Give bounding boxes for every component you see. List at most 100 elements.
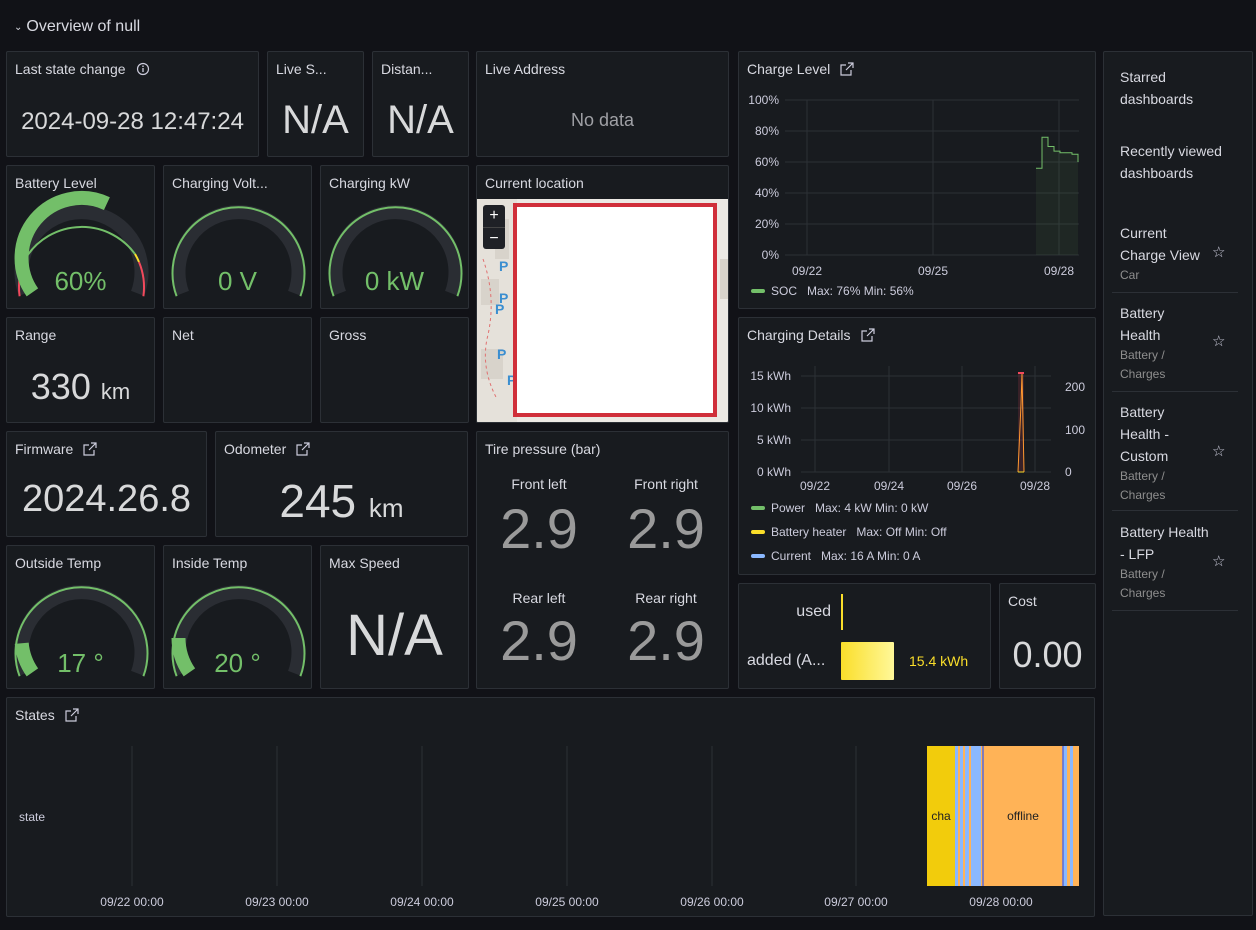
state-segment-offline — [963, 746, 965, 886]
state-segment-online — [1070, 746, 1073, 886]
svg-text:P: P — [499, 258, 508, 274]
x-tick-label: 09/22 — [792, 264, 822, 278]
panel-title: Charging Volt... — [172, 175, 268, 191]
dashboard-link-battery-health-custom[interactable]: Battery Health - Custom Battery / Charge… — [1120, 404, 1170, 502]
y-tick-label: 10 kWh — [750, 401, 791, 415]
state-segment-online — [1063, 746, 1067, 886]
cost-panel: Cost 0.00 — [999, 583, 1096, 689]
svg-text:P: P — [507, 372, 516, 388]
state-segment-offline — [1067, 746, 1070, 886]
panel-title: Outside Temp — [15, 555, 102, 571]
row-header[interactable]: ⌄ Overview of null — [14, 18, 140, 36]
legend-item-battery-heater[interactable]: Battery heater Max: Off Min: Off — [751, 525, 947, 539]
legend-item-power[interactable]: Power Max: 4 kW Min: 0 kW — [751, 501, 928, 515]
last-state-change-panel: Last state change 2024-09-28 12:47:24 — [6, 51, 259, 157]
external-link-icon[interactable] — [840, 62, 854, 76]
states-timeline[interactable]: 09/22 00:00 09/23 00:00 09/24 00:00 09/25 0… — [7, 738, 1095, 917]
rear-left-value: 2.9 — [500, 609, 578, 672]
power-line — [1017, 372, 1025, 473]
added-bar — [841, 642, 894, 680]
zoom-in-button[interactable]: + — [489, 207, 499, 224]
panel-title: Live Address — [485, 61, 566, 77]
charge-level-chart[interactable]: 100% 80% 60% 40% 20% 0% 09/22 09/25 09/28 — [739, 88, 1096, 288]
x-tick-label: 09/24 — [874, 479, 904, 493]
external-link-icon[interactable] — [83, 442, 97, 456]
dashboard-link-battery-health[interactable]: Battery Health Battery / Charges — [1120, 305, 1166, 381]
rear-right-value: 2.9 — [627, 609, 705, 672]
inside-temp-panel: Inside Temp 20 ° — [163, 545, 312, 689]
external-link-icon[interactable] — [860, 328, 875, 342]
charging-details-chart[interactable]: 15 kWh 10 kWh 5 kWh 0 kWh 200 100 0 09/22 09/24 0… — [739, 354, 1096, 494]
used-bar — [841, 594, 843, 630]
battery-level-value: 60% — [54, 266, 107, 296]
odometer-unit: km — [368, 493, 404, 523]
panel-title: Max Speed — [329, 555, 400, 571]
last-state-change-value: 2024-09-28 12:47:24 — [21, 108, 244, 135]
range-panel: Range 330 km — [6, 317, 155, 423]
x-tick-label: 09/24 00:00 — [390, 895, 454, 909]
current-location-panel: Current location P P P P P + − — [476, 165, 729, 423]
divider — [1112, 610, 1238, 611]
legend-swatch — [751, 530, 765, 534]
info-icon[interactable] — [136, 62, 150, 76]
panel-title: Cost — [1008, 593, 1037, 609]
legend-name: Power — [771, 501, 806, 515]
map[interactable]: P P P P P + − — [477, 199, 728, 422]
panel-title: Last state change — [15, 61, 126, 77]
external-link-icon[interactable] — [65, 708, 79, 722]
x-tick-label: 09/26 00:00 — [680, 895, 744, 909]
state-segment-charging — [927, 746, 955, 886]
tire-pressure-panel: Tire pressure (bar) Front left 2.9 Front… — [476, 431, 729, 689]
state-row-label: state — [19, 810, 46, 824]
starred-dashboards-heading: Starred dashboards — [1120, 69, 1194, 107]
dashboard-link-battery-health-lfp[interactable]: Battery Health - LFP Battery / Charges — [1120, 524, 1209, 600]
battery-gauge — [14, 190, 149, 297]
state-label-offline: offline — [1007, 809, 1039, 823]
used-label: used — [796, 603, 831, 620]
legend-name: Current — [771, 549, 812, 563]
star-icon[interactable]: ☆ — [1212, 333, 1226, 350]
legend-stats: Max: 76% Min: 56% — [807, 284, 914, 298]
legend-item-soc[interactable]: SOC Max: 76% Min: 56% — [751, 284, 914, 298]
kw-gauge — [328, 205, 463, 297]
y-tick-label: 20% — [755, 217, 779, 231]
state-segment-online — [960, 746, 963, 886]
odometer-panel: Odometer 245 km — [215, 431, 468, 537]
star-icon[interactable]: ☆ — [1212, 244, 1226, 261]
charging-details-panel: Charging Details 15 kWh 10 kWh 5 kWh 0 kWh 2… — [738, 317, 1096, 575]
zoom-out-button[interactable]: − — [483, 227, 505, 249]
state-segment-offline — [969, 746, 971, 886]
x-tick-label: 09/22 — [800, 479, 830, 493]
star-icon[interactable]: ☆ — [1212, 443, 1226, 460]
external-link-icon[interactable] — [296, 442, 310, 456]
panel-title: States — [15, 707, 55, 723]
x-tick-label: 09/28 — [1020, 479, 1050, 493]
distance-value: N/A — [387, 98, 454, 142]
zoom-controls: + − — [483, 205, 505, 249]
legend-swatch — [751, 506, 765, 510]
range-value: 330 — [30, 366, 91, 407]
gauge-fill — [171, 637, 196, 677]
rear-right-label: Rear right — [635, 590, 697, 606]
outside-temp-gauge — [14, 585, 149, 677]
panel-title: Live S... — [276, 61, 327, 77]
state-segment-offline — [983, 746, 1063, 886]
legend-stats: Max: 4 kW Min: 0 kW — [815, 501, 929, 515]
dashboard-link-current-charge-view[interactable]: Current Charge View Car — [1120, 225, 1200, 282]
state-segment-online — [965, 746, 969, 886]
added-label: added (A... — [747, 652, 826, 669]
soc-line — [1036, 136, 1079, 169]
charging-voltage-value: 0 V — [217, 266, 258, 296]
legend-item-current[interactable]: Current Max: 16 A Min: 0 A — [751, 549, 920, 563]
row-title: Overview of null — [26, 18, 141, 35]
panel-title: Net — [172, 327, 194, 343]
panel-title: Charging kW — [329, 175, 410, 191]
star-icon[interactable]: ☆ — [1212, 553, 1226, 570]
states-panel: States state 09/22 00:00 09/23 00:00 09/24… — [6, 697, 1095, 917]
legend-swatch — [751, 289, 765, 293]
odometer-value: 245 — [279, 475, 357, 527]
charge-level-panel: Charge Level 100% 80% 60% 40% 20% 0% 09/22 09/2… — [738, 51, 1096, 309]
legend-name: Battery heater — [771, 525, 847, 539]
y-tick-label: 15 kWh — [750, 369, 791, 383]
panel-title: Tire pressure (bar) — [485, 441, 601, 457]
